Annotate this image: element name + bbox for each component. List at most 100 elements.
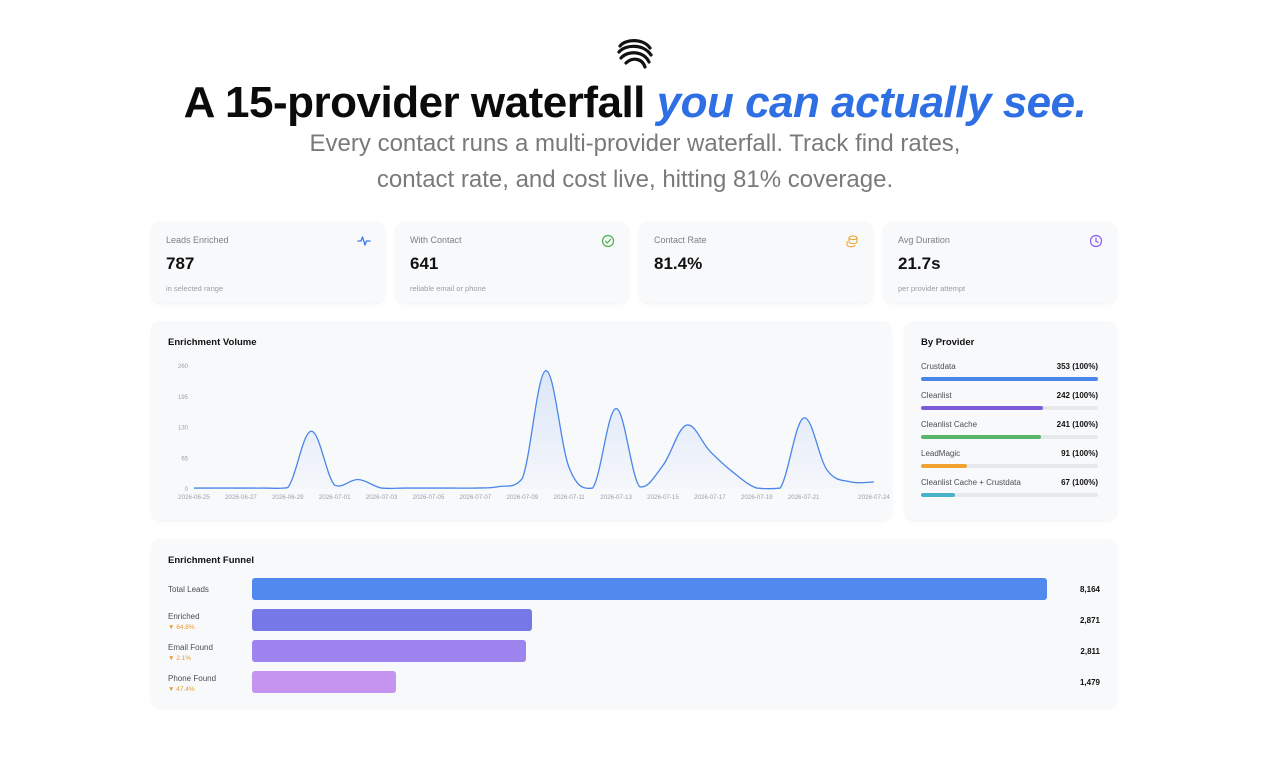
- x-tick-label: 2026-07-13: [600, 494, 632, 501]
- x-tick-label: 2026-07-24: [858, 494, 890, 501]
- volume-point[interactable]: [824, 467, 830, 473]
- kpi-card-with-contact: With Contact 641 reliable email or phone: [396, 222, 628, 303]
- volume-point[interactable]: [566, 465, 572, 471]
- page-subtitle: Every contact runs a multi-provider wate…: [235, 126, 1035, 198]
- by-provider-card: By Provider Crustdata 353 (100%) Cleanlist…: [905, 322, 1116, 520]
- provider-row[interactable]: Cleanlist Cache 241 (100%): [921, 420, 1098, 439]
- volume-point[interactable]: [379, 485, 385, 491]
- volume-point[interactable]: [801, 415, 807, 421]
- provider-count: 242 (100%): [1056, 391, 1098, 400]
- volume-point[interactable]: [637, 484, 643, 490]
- provider-count: 67 (100%): [1061, 478, 1098, 487]
- volume-point[interactable]: [285, 485, 291, 491]
- provider-bar-fill: [921, 493, 955, 497]
- kpi-note: reliable email or phone: [410, 284, 486, 293]
- volume-point[interactable]: [238, 485, 244, 491]
- funnel-row[interactable]: Enriched ▼ 64.8% 2,871: [168, 609, 1100, 633]
- x-tick-label: 2026-06-29: [272, 494, 304, 501]
- provider-bar-fill: [921, 377, 1098, 381]
- x-tick-label: 2026-06-27: [225, 494, 257, 501]
- kpi-note: in selected range: [166, 284, 224, 293]
- volume-point[interactable]: [214, 485, 220, 491]
- provider-row[interactable]: Cleanlist 242 (100%): [921, 391, 1098, 410]
- y-tick-label: 65: [181, 456, 188, 462]
- volume-point[interactable]: [355, 477, 361, 483]
- kpi-label: Contact Rate: [654, 235, 707, 245]
- volume-point[interactable]: [496, 484, 502, 490]
- enrichment-funnel-title: Enrichment Funnel: [168, 555, 255, 566]
- volume-point[interactable]: [425, 485, 431, 491]
- provider-bar-track: [921, 406, 1098, 410]
- provider-bar-track: [921, 493, 1098, 497]
- check-circle-icon: [601, 234, 615, 248]
- funnel-bar: [252, 671, 397, 693]
- funnel-value: 2,811: [1080, 647, 1100, 656]
- x-tick-label: 2026-07-05: [413, 494, 445, 501]
- funnel-row[interactable]: Phone Found ▼ 47.4% 1,479: [168, 671, 1100, 695]
- subtitle-line-1: Every contact runs a multi-provider wate…: [309, 130, 961, 157]
- volume-point[interactable]: [332, 482, 338, 488]
- provider-bar-track: [921, 464, 1098, 468]
- volume-point[interactable]: [590, 485, 596, 491]
- volume-point[interactable]: [848, 479, 854, 485]
- provider-name: Cleanlist: [921, 391, 952, 400]
- volume-line: [194, 370, 875, 490]
- kpi-card-contact-rate: Contact Rate 81.4%: [640, 222, 872, 303]
- enrichment-volume-title: Enrichment Volume: [168, 337, 257, 348]
- funnel-bar: [252, 640, 526, 662]
- provider-name: LeadMagic: [921, 449, 961, 458]
- y-tick-label: 195: [178, 395, 189, 401]
- kpi-label: Leads Enriched: [166, 235, 229, 245]
- volume-point[interactable]: [707, 448, 713, 454]
- volume-point[interactable]: [519, 476, 525, 482]
- x-tick-label: 2026-06-25: [178, 494, 210, 501]
- volume-point[interactable]: [754, 485, 760, 491]
- enrichment-volume-card: Enrichment Volume 0 65 130 195 260 2026-06-25…: [152, 322, 891, 520]
- provider-row[interactable]: Cleanlist Cache + Crustdata 67 (100%): [921, 478, 1098, 497]
- enrichment-volume-chart[interactable]: 0 65 130 195 260 2026-06-25 2026-06-27 2026-06-…: [152, 322, 891, 520]
- y-tick-label: 0: [185, 487, 189, 493]
- funnel-delta: ▼ 47.4%: [168, 686, 195, 693]
- funnel-row[interactable]: Total Leads 8,164: [168, 578, 1100, 602]
- volume-point[interactable]: [777, 485, 783, 491]
- kpi-label: Avg Duration: [898, 235, 950, 245]
- volume-point[interactable]: [613, 406, 619, 412]
- volume-point[interactable]: [261, 485, 267, 491]
- funnel-bar: [252, 609, 532, 631]
- kpi-card-leads-enriched: Leads Enriched 787 in selected range: [152, 222, 384, 303]
- kpi-note: per provider attempt: [898, 284, 966, 293]
- x-tick-label: 2026-07-19: [741, 494, 773, 501]
- volume-area: [194, 370, 874, 489]
- kpi-label: With Contact: [410, 235, 462, 245]
- volume-point[interactable]: [191, 485, 197, 491]
- volume-point[interactable]: [308, 428, 314, 434]
- provider-row[interactable]: Crustdata 353 (100%): [921, 362, 1098, 381]
- page-headline: A 15-provider waterfall you can actually…: [0, 78, 1270, 128]
- provider-name: Crustdata: [921, 362, 956, 371]
- funnel-row[interactable]: Email Found ▼ 2.1% 2,811: [168, 640, 1100, 664]
- kpi-value: 641: [410, 254, 439, 273]
- volume-point[interactable]: [402, 485, 408, 491]
- kpi-card-avg-duration: Avg Duration 21.7s per provider attempt: [884, 222, 1116, 303]
- provider-bar-track: [921, 435, 1098, 439]
- striped-wave-logo: [617, 39, 653, 69]
- provider-bar-track: [921, 377, 1098, 381]
- x-tick-label: 2026-07-11: [554, 494, 586, 501]
- provider-row[interactable]: LeadMagic 91 (100%): [921, 449, 1098, 468]
- y-tick-label: 260: [178, 364, 189, 370]
- volume-point[interactable]: [543, 368, 549, 374]
- coins-icon: [846, 235, 858, 248]
- volume-point[interactable]: [871, 479, 877, 485]
- kpi-value: 81.4%: [654, 254, 703, 273]
- x-tick-label: 2026-07-03: [366, 494, 398, 501]
- volume-point[interactable]: [730, 469, 736, 475]
- provider-bar-fill: [921, 406, 1044, 410]
- volume-point[interactable]: [449, 485, 455, 491]
- provider-count: 353 (100%): [1056, 362, 1098, 371]
- volume-point[interactable]: [660, 462, 666, 468]
- volume-point[interactable]: [683, 422, 689, 428]
- funnel-delta: ▼ 2.1%: [168, 655, 192, 662]
- volume-point[interactable]: [472, 485, 478, 491]
- funnel-label: Enriched: [168, 612, 200, 621]
- x-tick-label: 2026-07-01: [319, 494, 351, 501]
